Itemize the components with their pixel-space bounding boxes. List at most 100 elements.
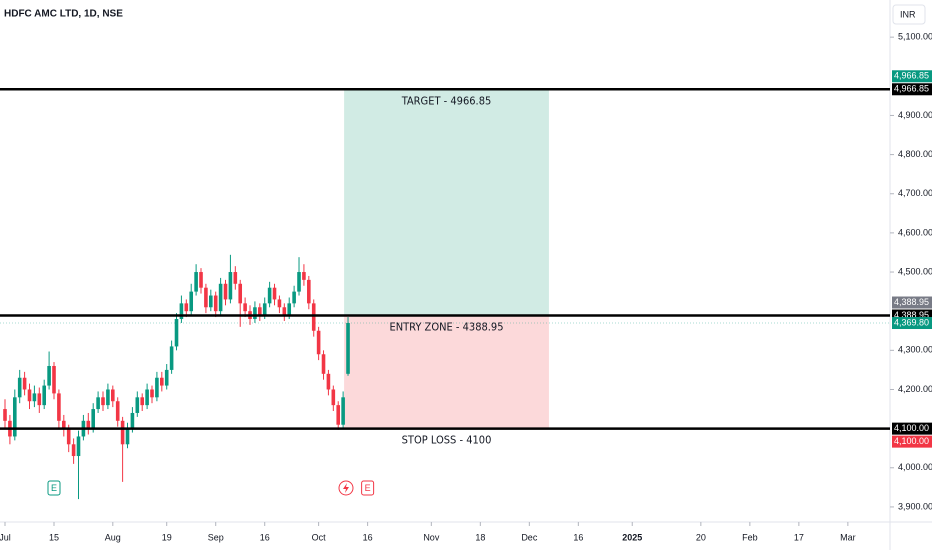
candle-body (258, 307, 262, 316)
y-tick-label: 4,200.00 (898, 384, 932, 394)
candle-body (22, 377, 27, 390)
candle-body (316, 330, 321, 355)
candle-body (27, 389, 32, 402)
candle-body (174, 319, 179, 347)
candle-body (115, 401, 120, 421)
x-tick-label: 16 (573, 532, 583, 542)
y-tick-label: 4,700.00 (898, 188, 932, 198)
zone-label: STOP LOSS - 4100 (402, 434, 492, 447)
plot (0, 89, 890, 500)
candle-body (233, 272, 238, 284)
candle-body (37, 393, 42, 406)
candle-body (331, 389, 336, 406)
candle-body (326, 373, 331, 390)
candle-body (47, 365, 51, 386)
candle-body (164, 369, 169, 386)
x-tick-label: Oct (312, 532, 327, 542)
candle-body (238, 283, 243, 304)
price-label: 4,388.95 (894, 310, 929, 320)
candle-body (267, 287, 272, 304)
candle-body (199, 272, 203, 288)
candle-body (169, 346, 174, 370)
candle-body (272, 287, 277, 300)
candle-body (321, 354, 326, 374)
candle-body (218, 283, 223, 312)
candle-body (62, 420, 66, 429)
candle-body (130, 412, 135, 429)
candle-body (307, 279, 311, 304)
tool-label-bg (892, 435, 932, 448)
x-tick-label: 17 (794, 532, 804, 542)
dividend-icon (338, 480, 354, 496)
candle-body (17, 377, 22, 398)
candle-body (86, 420, 91, 429)
y-tick-label: 4,900.00 (898, 110, 932, 120)
candle-body (125, 428, 130, 445)
price-label-bg (892, 83, 932, 96)
y-tick-label: 3,900.00 (898, 501, 932, 511)
x-tick-label: Jul (0, 532, 11, 542)
chart-title: HDFC AMC LTD, 1D, NSE (4, 9, 123, 20)
currency[interactable]: INR (900, 9, 916, 19)
currency-button[interactable] (892, 4, 926, 25)
candle-body (336, 405, 341, 425)
candle-body (145, 389, 149, 406)
candle-body (253, 307, 257, 320)
candle-body (346, 323, 350, 374)
x-tick-label: 18 (475, 532, 485, 542)
tool-label: 4,966.85 (894, 71, 929, 81)
event-label: E (365, 483, 371, 493)
x-tick-label: Mar (840, 532, 856, 542)
x-tick-label: Aug (105, 532, 121, 542)
x-tick-label: Sep (208, 532, 224, 542)
candle-body (106, 389, 110, 406)
candle-body (287, 303, 292, 316)
candle-body (42, 385, 47, 406)
candle-body (140, 397, 145, 406)
candle-body (135, 397, 140, 413)
candle-body (228, 272, 233, 300)
candle-body (32, 393, 37, 402)
x-tick-label: 19 (162, 532, 172, 542)
candle-body (160, 377, 164, 386)
candle-body (101, 397, 105, 406)
candle-body (302, 272, 306, 280)
candle-body (209, 295, 213, 308)
last-price-label: 4,369.80 (894, 317, 929, 327)
x-tick-label: Feb (742, 532, 758, 542)
y-tick-label: 4,300.00 (898, 345, 932, 355)
candle-body (223, 283, 228, 300)
candle-body (96, 397, 100, 410)
candle-body (3, 409, 7, 421)
event-marker (361, 480, 375, 496)
candle-body (189, 291, 194, 312)
price-label-bg (892, 422, 932, 435)
candle-body (155, 377, 159, 398)
tool-label: 4,388.95 (894, 297, 929, 307)
tool-label: 4,100.00 (894, 436, 929, 446)
candle-body (204, 287, 208, 308)
candle-body (194, 272, 198, 292)
candle-body (120, 420, 125, 445)
candle-body (71, 444, 76, 457)
candle-body (311, 303, 316, 331)
event-label: E (51, 483, 57, 493)
x-tick-label: 16 (260, 532, 270, 542)
candle-body (111, 389, 115, 402)
tool-label-bg (892, 70, 932, 83)
candle-body (52, 365, 56, 394)
candle-body (341, 397, 345, 425)
event-marker (47, 480, 61, 496)
candle-body (12, 397, 17, 437)
candle-body (91, 409, 96, 429)
candle-body (262, 303, 267, 316)
zone-label: TARGET - 4966.85 (401, 94, 492, 107)
candle-body (150, 389, 154, 398)
price-label: 4,966.85 (894, 84, 929, 94)
candle-body (243, 303, 247, 312)
candle-body (292, 291, 296, 304)
candle-body (179, 303, 184, 320)
x-tick-label: Dec (521, 532, 538, 542)
y-tick-label: 4,800.00 (898, 149, 932, 159)
